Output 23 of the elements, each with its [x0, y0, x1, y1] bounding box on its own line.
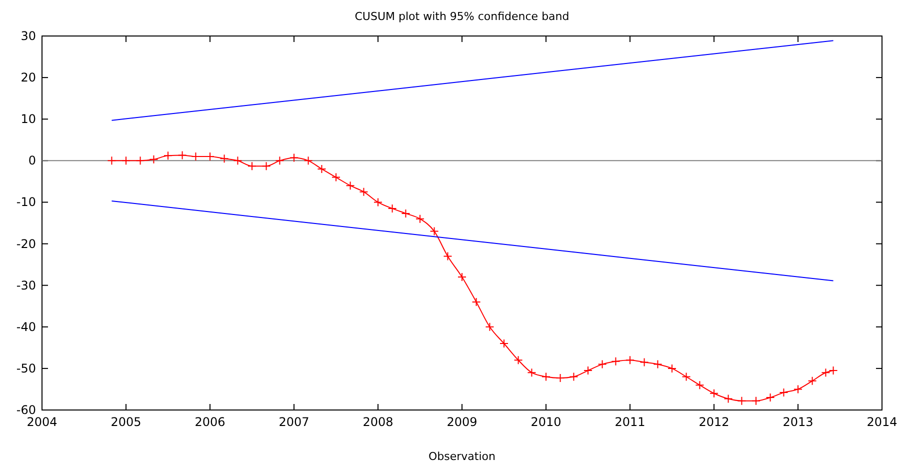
x-tick-label: 2011	[614, 415, 646, 429]
y-tick-label: -60	[16, 403, 36, 417]
x-tick-label: 2014	[866, 415, 898, 429]
y-tick-label: -30	[16, 278, 36, 292]
x-tick-label: 2013	[782, 415, 814, 429]
x-tick-label: 2009	[446, 415, 478, 429]
x-tick-label: 2007	[278, 415, 310, 429]
x-tick-label: 2005	[110, 415, 142, 429]
y-tick-label: -10	[16, 195, 36, 210]
y-tick-label: 20	[20, 70, 36, 85]
y-tick-label: 30	[20, 29, 36, 43]
y-tick-label: 10	[20, 112, 36, 126]
x-tick-label: 2012	[698, 415, 730, 429]
y-tick-label: -20	[16, 236, 36, 251]
y-tick-label: -40	[16, 320, 36, 334]
x-axis-title: Observation	[428, 450, 496, 463]
x-tick-label: 2004	[26, 415, 58, 429]
y-tick-label: 0	[28, 154, 36, 168]
x-tick-label: 2006	[194, 415, 226, 429]
y-tick-label: -50	[16, 361, 36, 376]
x-tick-label: 2008	[362, 415, 394, 429]
chart-title: CUSUM plot with 95% confidence band	[354, 10, 570, 23]
x-tick-label: 2010	[530, 415, 562, 429]
